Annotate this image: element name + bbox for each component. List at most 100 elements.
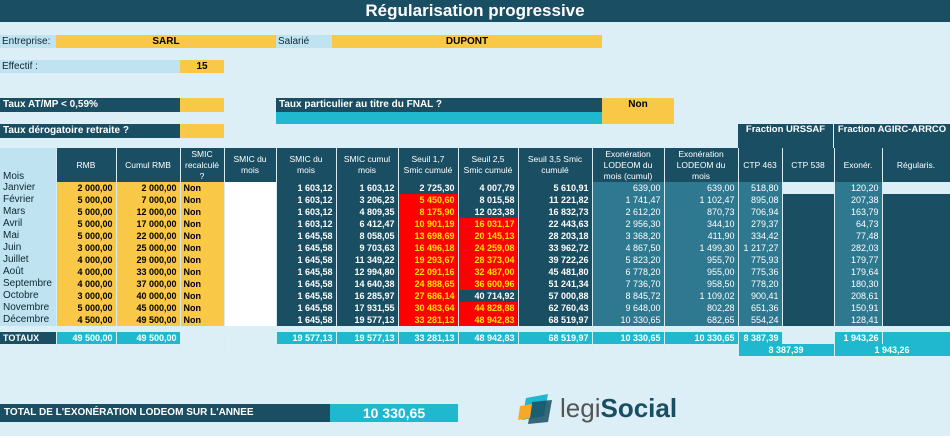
- cell-seuil-25: 12 023,38: [458, 206, 519, 218]
- footer-total-value: 10 330,65: [330, 404, 458, 422]
- totals-seuil-35: 68 519,97: [518, 332, 593, 344]
- separator-cell: [224, 326, 276, 332]
- col-header-smic-cumul: SMIC cumul mois: [336, 148, 399, 182]
- cell-rmb: 5 000,00: [56, 218, 117, 230]
- fraction-agirc-total: 1 943,26: [834, 344, 950, 356]
- cell-exo-mois: 802,28: [664, 302, 739, 314]
- cell-smic-recalcule: Non: [180, 194, 225, 206]
- effectif-field[interactable]: 15: [180, 60, 224, 73]
- separator-cell: [0, 326, 56, 332]
- entreprise-field[interactable]: SARL: [56, 35, 276, 48]
- totals-label: TOTAUX: [0, 332, 57, 344]
- fraction-totals-gap: [0, 344, 57, 356]
- cell-ctp463: 706,94: [738, 206, 783, 218]
- cell-ctp538: [782, 194, 835, 206]
- cell-cumul-rmb: 25 000,00: [116, 242, 181, 254]
- cell-seuil-17: 5 450,60: [398, 194, 459, 206]
- table-row: Septembre 4 000,00 37 000,00 Non 1 645,58 14 …: [0, 278, 950, 290]
- cell-smic-du-mois: 1 645,58: [276, 278, 337, 290]
- separator-cell: [180, 326, 224, 332]
- cell-smic-cumul: 9 703,63: [336, 242, 399, 254]
- cell-mois: Juin: [0, 242, 57, 254]
- cell-rmb: 4 000,00: [56, 278, 117, 290]
- cell-smic-cumul: 16 285,97: [336, 290, 399, 302]
- cell-exo-mois: 955,00: [664, 266, 739, 278]
- cell-ctp463: 895,08: [738, 194, 783, 206]
- table-row: Avril 5 000,00 17 000,00 Non 1 603,12 6 412,4…: [0, 218, 950, 230]
- table-header-row: Mois RMB Cumul RMB SMIC recalculé ? SMIC…: [0, 148, 950, 182]
- separator-cell: [116, 326, 180, 332]
- table-row: Novembre 5 000,00 45 000,00 Non 1 645,58 17 9…: [0, 302, 950, 314]
- cell-cumul-rmb: 33 000,00: [116, 266, 181, 278]
- cell-smic-recalcule: Non: [180, 182, 225, 194]
- cell-seuil-25: 36 600,96: [458, 278, 519, 290]
- cell-regularis: [882, 314, 950, 326]
- cell-exo-cumul: 8 845,72: [592, 290, 665, 302]
- cell-cumul-rmb: 45 000,00: [116, 302, 181, 314]
- cell-smic-du-mois-blank: [224, 254, 277, 266]
- cell-smic-cumul: 3 206,23: [336, 194, 399, 206]
- col-header-smic-du-mois-2: SMIC du mois: [276, 148, 337, 182]
- cell-smic-recalcule: Non: [180, 278, 225, 290]
- cell-smic-cumul: 11 349,22: [336, 254, 399, 266]
- cell-exo-cumul: 10 330,65: [592, 314, 665, 326]
- cell-regularis: [882, 290, 950, 302]
- cell-ctp463: 775,36: [738, 266, 783, 278]
- cell-cumul-rmb: 2 000,00: [116, 182, 181, 194]
- totals-regularis: [882, 332, 950, 344]
- cell-regularis: [882, 254, 950, 266]
- cell-seuil-25: 16 031,17: [458, 218, 519, 230]
- cell-seuil-17: 27 686,14: [398, 290, 459, 302]
- col-header-ctp538: CTP 538: [782, 148, 835, 182]
- cell-smic-du-mois: 1 645,58: [276, 314, 337, 326]
- cell-ctp538: [782, 230, 835, 242]
- table-row: Juillet 4 000,00 29 000,00 Non 1 645,58 11 34…: [0, 254, 950, 266]
- cell-ctp538: [782, 302, 835, 314]
- cell-smic-du-mois: 1 645,58: [276, 290, 337, 302]
- cell-ctp538: [782, 314, 835, 326]
- cell-mois: Mai: [0, 230, 57, 242]
- totals-smic-cumul: 19 577,13: [336, 332, 399, 344]
- cell-seuil-25: 44 828,88: [458, 302, 519, 314]
- table-row: Octobre 3 000,00 40 000,00 Non 1 645,58 16 28…: [0, 290, 950, 302]
- cell-exo-mois: 344,10: [664, 218, 739, 230]
- cell-seuil-35: 33 962,72: [518, 242, 593, 254]
- cell-smic-recalcule: Non: [180, 254, 225, 266]
- taux-fnal-field[interactable]: Non: [602, 98, 674, 124]
- totals-ctp463: 8 387,39: [738, 332, 783, 344]
- col-header-smic-recalcule: SMIC recalculé ?: [180, 148, 225, 182]
- totals-row: TOTAUX 49 500,00 49 500,00 19 577,13 19 577,…: [0, 332, 950, 344]
- taux-atmp-label: Taux AT/MP < 0,59%: [0, 98, 180, 112]
- fraction-totals-row: 8 387,39 1 943,26: [0, 344, 950, 356]
- cell-smic-recalcule: Non: [180, 242, 225, 254]
- cell-exoner: 77,48: [834, 230, 883, 242]
- cell-smic-recalcule: Non: [180, 230, 225, 242]
- cell-smic-recalcule: Non: [180, 302, 225, 314]
- taux-retraite-field[interactable]: [180, 124, 224, 138]
- cell-cumul-rmb: 40 000,00: [116, 290, 181, 302]
- cell-ctp538: [782, 206, 835, 218]
- cell-exo-cumul: 7 736,70: [592, 278, 665, 290]
- cell-regularis: [882, 278, 950, 290]
- cell-smic-cumul: 8 058,05: [336, 230, 399, 242]
- cell-cumul-rmb: 37 000,00: [116, 278, 181, 290]
- cell-smic-du-mois-blank: [224, 194, 277, 206]
- cell-smic-cumul: 14 640,38: [336, 278, 399, 290]
- cell-mois: Février: [0, 194, 57, 206]
- cell-seuil-35: 5 610,91: [518, 182, 593, 194]
- cell-exoner: 282,03: [834, 242, 883, 254]
- cell-smic-recalcule: Non: [180, 218, 225, 230]
- fraction-totals-gap: [224, 344, 277, 356]
- col-header-regularis: Régularis.: [882, 148, 950, 182]
- cell-exoner: 150,91: [834, 302, 883, 314]
- cell-regularis: [882, 242, 950, 254]
- cell-rmb: 4 000,00: [56, 254, 117, 266]
- cell-regularis: [882, 230, 950, 242]
- taux-atmp-field[interactable]: [180, 98, 224, 112]
- cell-seuil-25: 8 015,58: [458, 194, 519, 206]
- col-header-ctp463: CTP 463: [738, 148, 783, 182]
- salarie-field[interactable]: DUPONT: [332, 35, 602, 48]
- separator-cell: [56, 326, 116, 332]
- cell-exo-mois: 1 109,02: [664, 290, 739, 302]
- totals-rmb: 49 500,00: [56, 332, 117, 344]
